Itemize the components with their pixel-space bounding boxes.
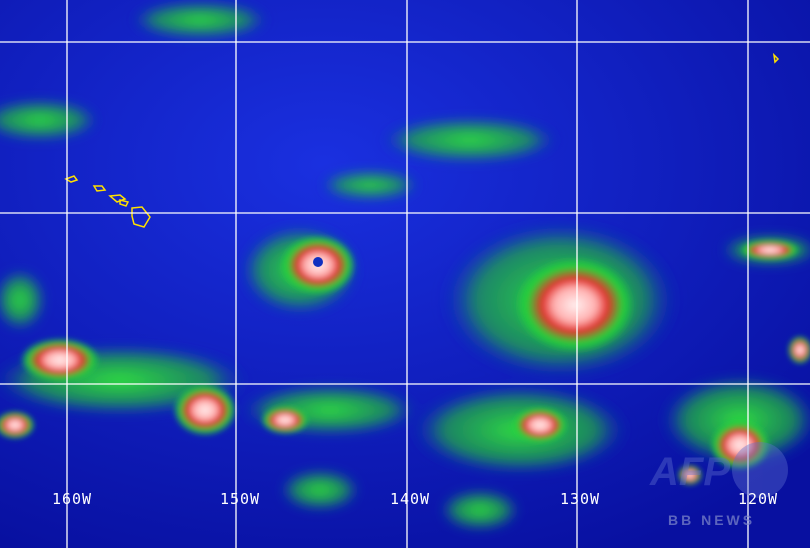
hurricane-east <box>515 257 635 353</box>
lon-label-160w: 160W <box>51 490 93 508</box>
svg-text:AFP: AFP <box>649 450 730 494</box>
hurricane-eye <box>313 257 323 267</box>
watermark-text: BB NEWS <box>668 512 756 528</box>
lon-label-140w: 140W <box>389 490 431 508</box>
hawaiian-islands <box>64 52 780 228</box>
lon-label-130w: 130W <box>559 490 601 508</box>
afp-logo: AFP <box>649 442 788 498</box>
lon-label-150w: 150W <box>219 490 261 508</box>
storm-cores <box>0 235 810 485</box>
lon-label-120w: 120W <box>737 490 779 508</box>
